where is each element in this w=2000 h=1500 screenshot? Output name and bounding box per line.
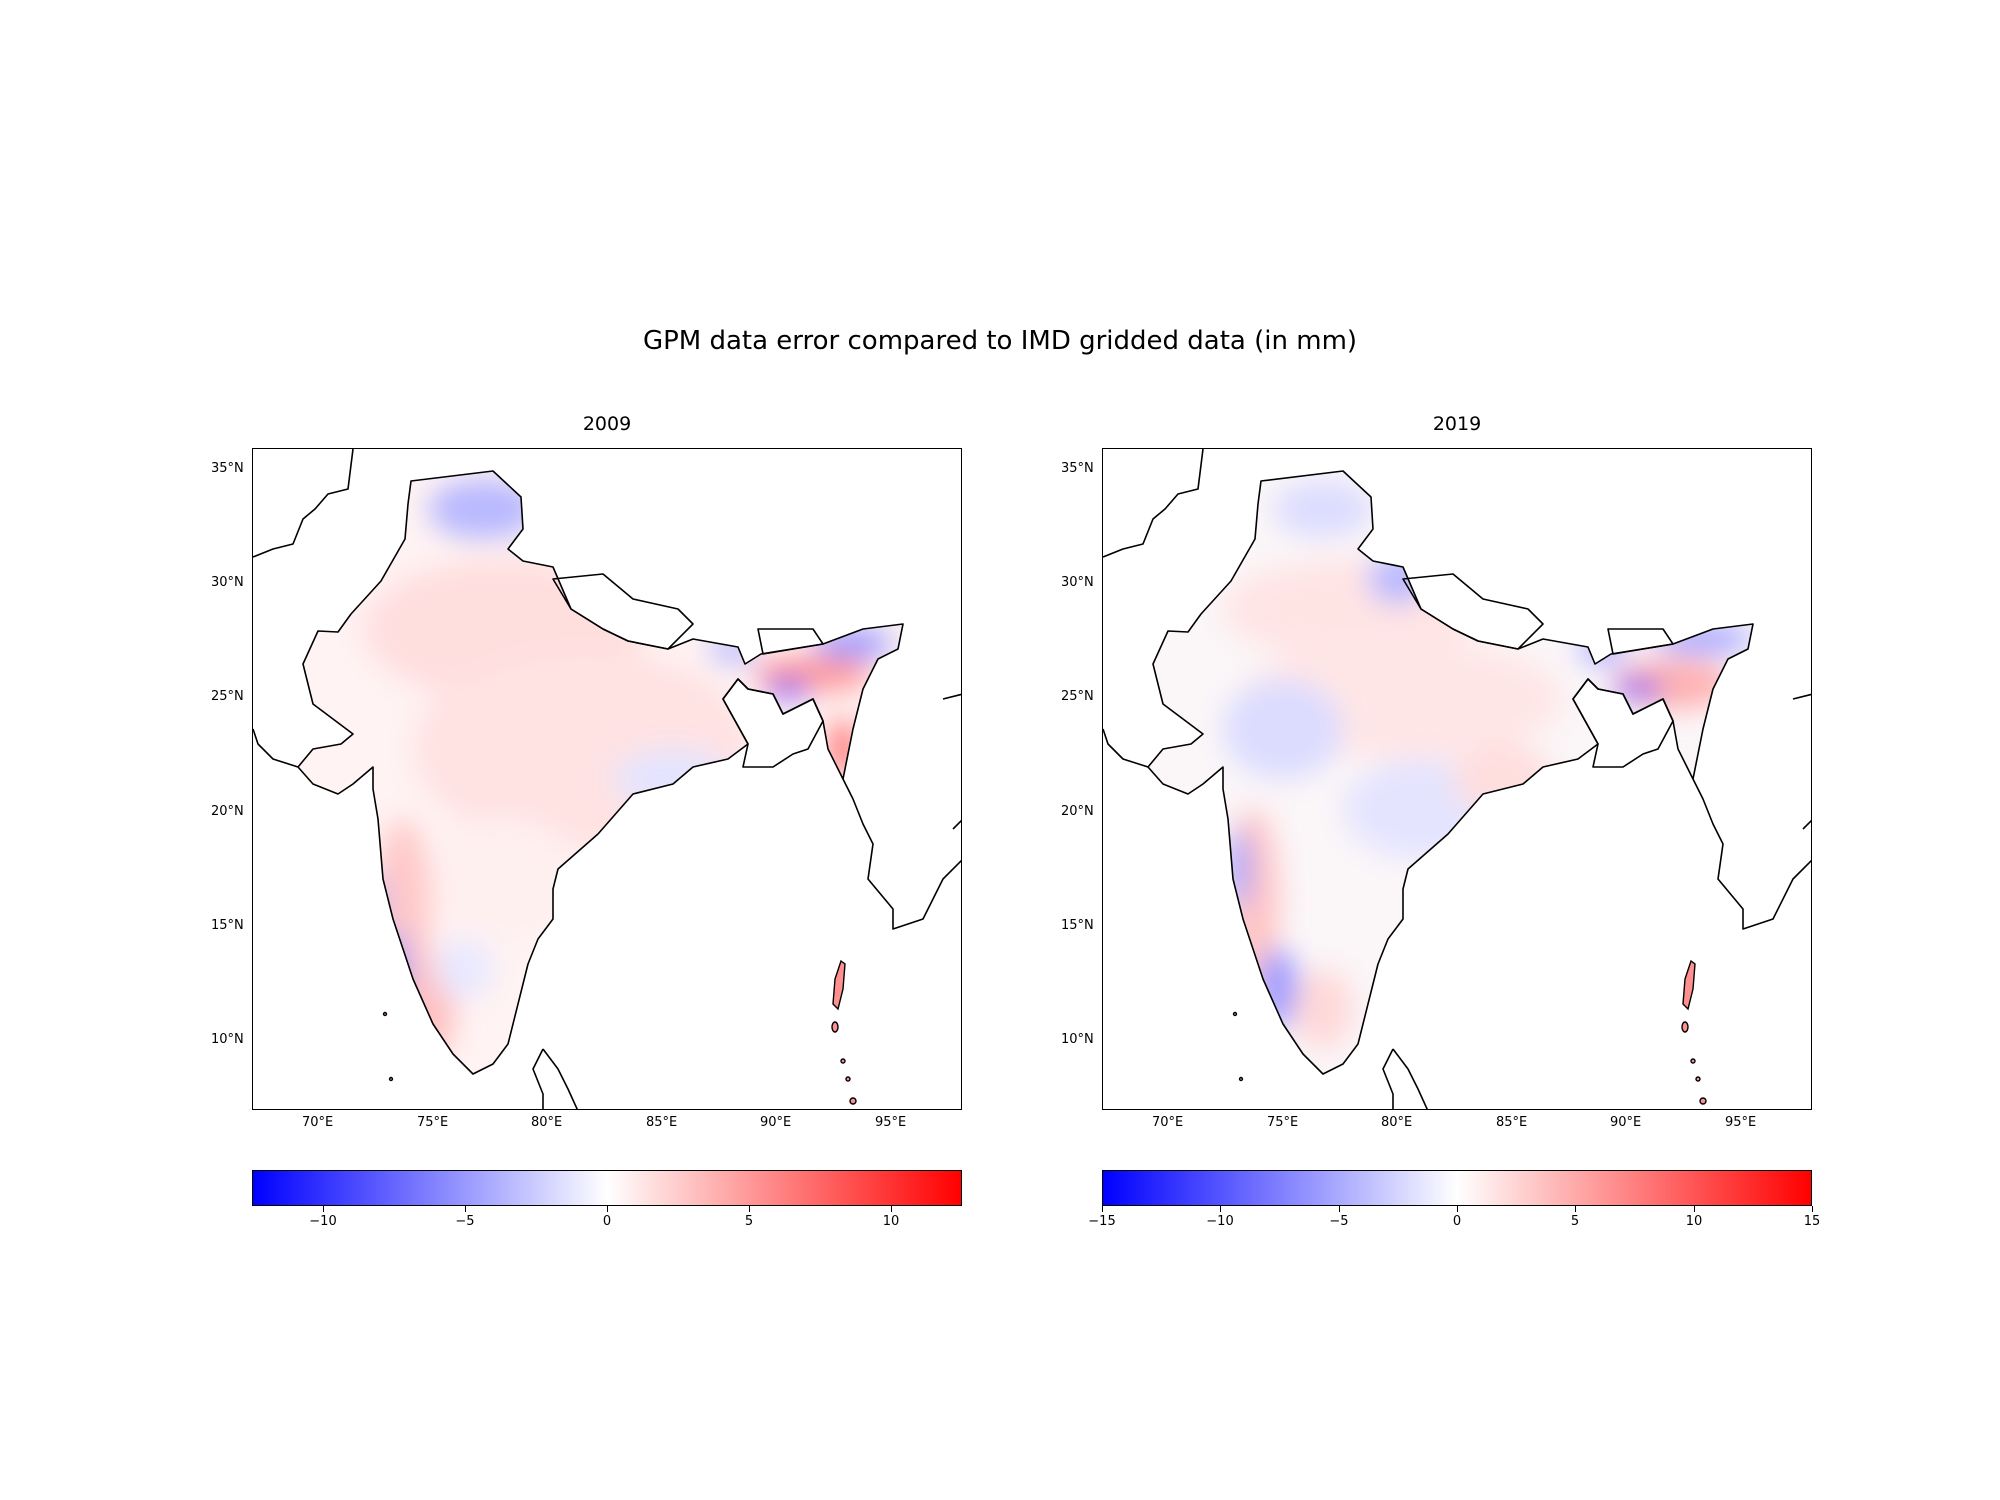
colorbar-tick-mark bbox=[1812, 1206, 1813, 1212]
map-title-2019: 2019 bbox=[1432, 413, 1482, 435]
colorbar-tick-label: −15 bbox=[1088, 1214, 1116, 1229]
map-panel-2009 bbox=[252, 448, 962, 1110]
lon-tick-95-2019: 95°E bbox=[1725, 1115, 1757, 1130]
lat-tick-10-2019: 10°N bbox=[1061, 1032, 1094, 1047]
india-outline-2009 bbox=[297, 470, 904, 1075]
lat-tick-35-2019: 35°N bbox=[1061, 461, 1094, 476]
lon-tick-90-2019: 90°E bbox=[1610, 1115, 1642, 1130]
lat-tick-30-2019: 30°N bbox=[1061, 575, 1094, 590]
india-outline-2019 bbox=[1147, 470, 1754, 1075]
colorbar-tick-mark bbox=[1220, 1206, 1221, 1212]
lat-tick-25-2019: 25°N bbox=[1061, 689, 1094, 704]
figure-title: GPM data error compared to IMD gridded d… bbox=[642, 326, 1358, 356]
lat-tick-35-2009: 35°N bbox=[211, 461, 244, 476]
colorbar-tick-label: −5 bbox=[1329, 1214, 1349, 1229]
map-svg-2009 bbox=[253, 449, 961, 1109]
colorbar-tick-mark bbox=[1694, 1206, 1695, 1212]
coastlines-2009 bbox=[253, 449, 961, 1109]
lat-tick-15-2019: 15°N bbox=[1061, 918, 1094, 933]
colorbar-tick-label: 5 bbox=[1570, 1214, 1580, 1229]
colorbar-tick-mark bbox=[323, 1206, 324, 1212]
map-panel-2019 bbox=[1102, 448, 1812, 1110]
lat-tick-10-2009: 10°N bbox=[211, 1032, 244, 1047]
colorbar-tick-mark bbox=[1575, 1206, 1576, 1212]
colorbar-tick-mark bbox=[749, 1206, 750, 1212]
colorbar-tick-mark bbox=[1339, 1206, 1340, 1212]
colorbar-tick-label: −10 bbox=[309, 1214, 337, 1229]
lon-tick-80-2019: 80°E bbox=[1381, 1115, 1413, 1130]
colorbar-tick-label: 0 bbox=[1452, 1214, 1462, 1229]
colorbar-2019 bbox=[1102, 1170, 1812, 1206]
andaman-islands-2019 bbox=[1232, 959, 1707, 1105]
colorbar-tick-label: 15 bbox=[1803, 1214, 1821, 1229]
lon-tick-95-2009: 95°E bbox=[875, 1115, 907, 1130]
colorbar-tick-label: −10 bbox=[1206, 1214, 1234, 1229]
colorbar-tick-label: 5 bbox=[744, 1214, 754, 1229]
lon-tick-70-2019: 70°E bbox=[1152, 1115, 1184, 1130]
colorbar-tick-mark bbox=[1457, 1206, 1458, 1212]
lat-tick-30-2009: 30°N bbox=[211, 575, 244, 590]
colorbar-tick-label: −5 bbox=[455, 1214, 475, 1229]
colorbar-2009 bbox=[252, 1170, 962, 1206]
colorbar-tick-mark bbox=[1102, 1206, 1103, 1212]
colorbar-tick-mark bbox=[465, 1206, 466, 1212]
lon-tick-90-2009: 90°E bbox=[760, 1115, 792, 1130]
lon-tick-85-2009: 85°E bbox=[646, 1115, 678, 1130]
lon-tick-70-2009: 70°E bbox=[302, 1115, 334, 1130]
lat-tick-25-2009: 25°N bbox=[211, 689, 244, 704]
lon-tick-75-2009: 75°E bbox=[417, 1115, 449, 1130]
colorbar-tick-mark bbox=[607, 1206, 608, 1212]
lat-tick-15-2009: 15°N bbox=[211, 918, 244, 933]
map-title-2009: 2009 bbox=[582, 413, 632, 435]
lon-tick-85-2019: 85°E bbox=[1496, 1115, 1528, 1130]
colorbar-tick-mark bbox=[891, 1206, 892, 1212]
lat-tick-20-2009: 20°N bbox=[211, 804, 244, 819]
lon-tick-75-2019: 75°E bbox=[1267, 1115, 1299, 1130]
map-svg-2019 bbox=[1103, 449, 1811, 1109]
coastlines-2019 bbox=[1103, 449, 1811, 1109]
colorbar-tick-label: 10 bbox=[1685, 1214, 1703, 1229]
colorbar-tick-label: 0 bbox=[602, 1214, 612, 1229]
andaman-islands-2009 bbox=[382, 959, 857, 1105]
lat-tick-20-2019: 20°N bbox=[1061, 804, 1094, 819]
colorbar-tick-label: 10 bbox=[882, 1214, 900, 1229]
lon-tick-80-2009: 80°E bbox=[531, 1115, 563, 1130]
